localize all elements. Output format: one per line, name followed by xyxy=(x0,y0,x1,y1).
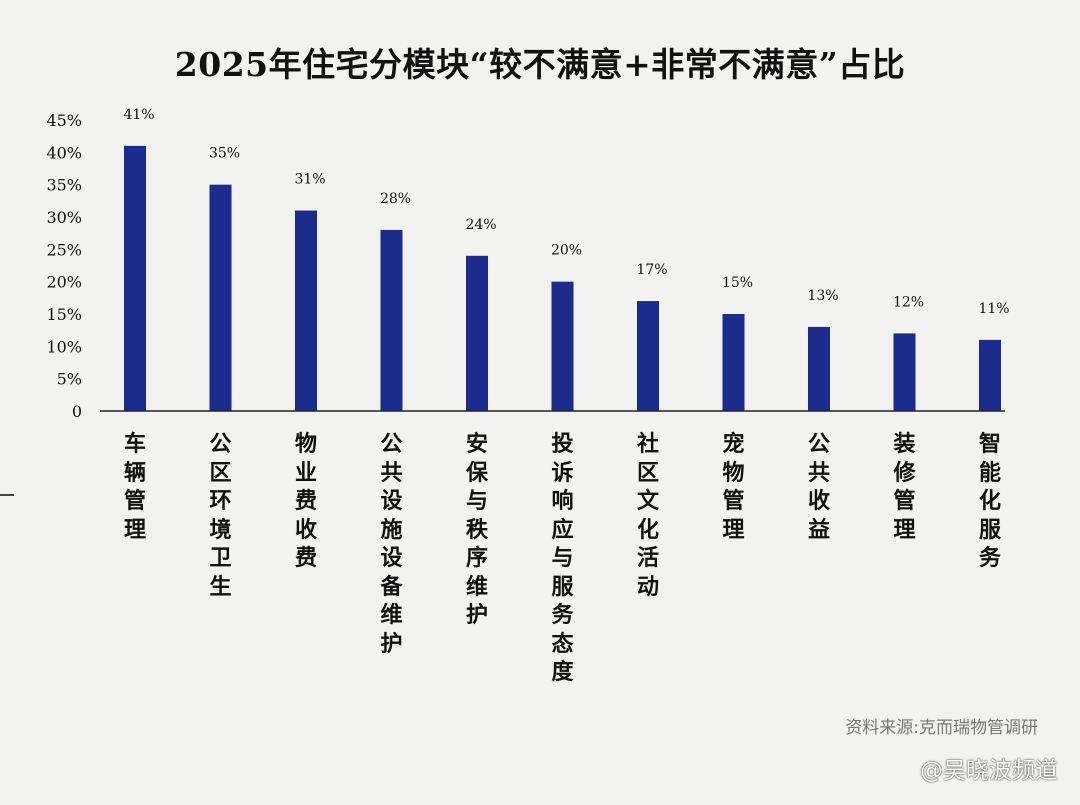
bar-value-label: 31% xyxy=(294,172,325,188)
y-tick-label: 30% xyxy=(46,208,82,227)
y-axis: 0 5% 10% 15% 20% 25% 30% 35% 40% 45% xyxy=(46,111,82,421)
category-label: 安保与秩序维护 xyxy=(465,431,488,628)
category-label: 宠物管理 xyxy=(722,431,745,543)
bar-value-label: 41% xyxy=(123,107,154,123)
bar xyxy=(295,210,317,411)
bars xyxy=(124,145,1001,411)
category-label: 智能化服务 xyxy=(978,431,1001,571)
y-tick-label: 10% xyxy=(46,337,82,356)
watermark: @吴晓波频道 xyxy=(920,758,1058,784)
category-label: 公区环境卫生 xyxy=(209,431,232,600)
y-tick-label: 35% xyxy=(46,176,82,195)
bar-value-label: 12% xyxy=(893,294,924,310)
bar-value-label: 11% xyxy=(978,301,1009,317)
y-tick-label: 25% xyxy=(46,240,82,259)
bar xyxy=(551,281,574,411)
chart-title: 2025年住宅分模块“较不满意+非常不满意”占比 xyxy=(174,45,906,84)
bar xyxy=(808,326,830,411)
bar-value-label: 13% xyxy=(807,288,838,304)
bar xyxy=(979,339,1001,411)
y-tick-label: 0 xyxy=(72,402,82,421)
bar-value-label: 15% xyxy=(722,275,753,291)
y-tick-label: 5% xyxy=(57,370,82,389)
y-tick-label: 45% xyxy=(46,111,82,130)
bar-value-label: 17% xyxy=(636,262,667,278)
y-tick-label: 40% xyxy=(46,143,82,162)
y-tick-label: 15% xyxy=(46,305,82,324)
category-label: 公共设施设备维护 xyxy=(380,431,403,657)
category-label: 公共收益 xyxy=(807,431,830,543)
bar xyxy=(124,145,146,411)
category-label: 装修管理 xyxy=(893,431,916,543)
category-label: 车辆管理 xyxy=(123,431,146,543)
category-label: 投诉响应与服务态度 xyxy=(551,431,574,685)
bar xyxy=(893,333,916,411)
bar xyxy=(637,301,659,411)
bar xyxy=(466,255,488,411)
category-label: 物业费收费 xyxy=(294,431,317,571)
category-label: 社区文化活动 xyxy=(636,431,659,600)
bar-value-label: 24% xyxy=(465,217,496,233)
bar-value-label: 28% xyxy=(380,191,411,207)
source-note: 资料来源:克而瑞物管调研 xyxy=(845,718,1038,738)
bar-value-label: 35% xyxy=(209,146,240,162)
bar xyxy=(209,184,232,411)
y-tick-label: 20% xyxy=(46,273,82,292)
edge-mark xyxy=(0,494,14,496)
bar-value-label: 20% xyxy=(551,243,582,259)
bar xyxy=(722,314,745,411)
value-labels: 41% 35% 31% 28% 24% 20% 17% 15% 13% 12% 11% xyxy=(123,107,1009,317)
bar xyxy=(380,229,403,411)
